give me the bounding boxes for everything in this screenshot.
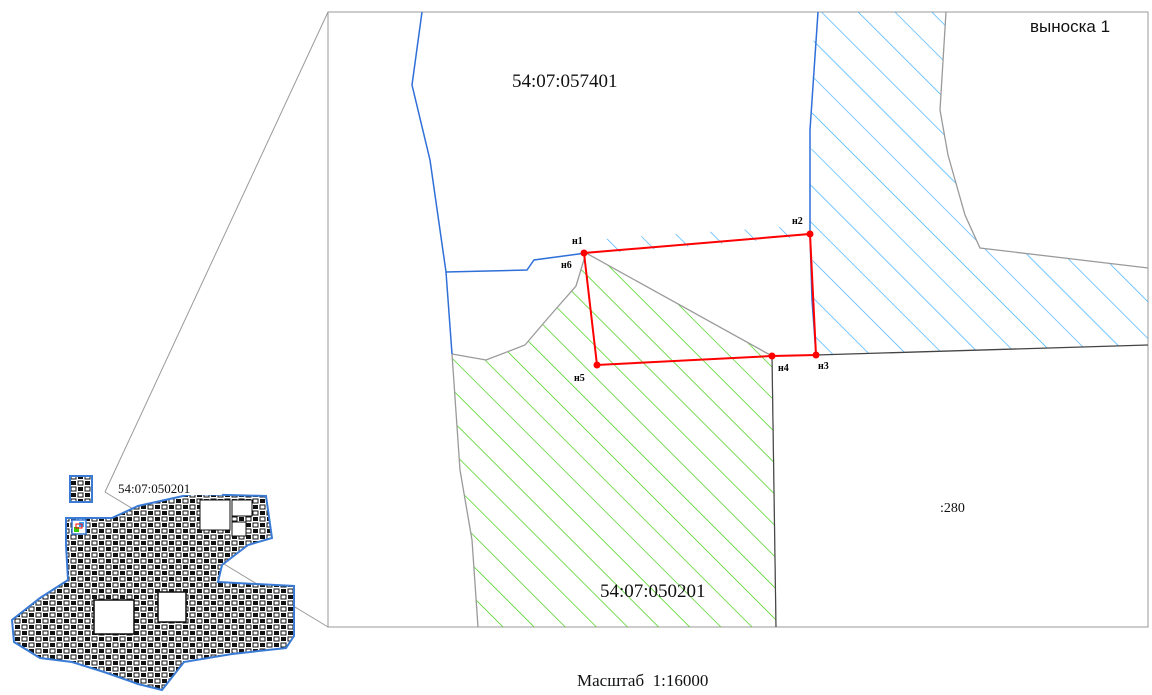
overview-label: 54:07:050201 (118, 481, 190, 496)
point-n3 (812, 351, 820, 359)
dark-boundary-south (771, 355, 777, 627)
callout-title: выноска 1 (1030, 17, 1110, 36)
dark-boundary (815, 344, 1148, 356)
label-n5: н5 (574, 373, 585, 384)
point-n2 (806, 230, 814, 238)
settlement-outline (10, 492, 295, 692)
label-n6: н6 (561, 260, 572, 271)
label-n4: н4 (778, 363, 789, 374)
point-n4 (768, 352, 776, 360)
parcel-label-east: :280 (940, 501, 965, 516)
label-n2: н2 (792, 216, 803, 227)
zone-green-hatch (452, 253, 776, 627)
point-n5 (593, 361, 601, 369)
label-n1: н1 (572, 236, 583, 247)
overview-map: 54:07:050201 (10, 475, 295, 692)
surveyed-boundary (582, 232, 818, 367)
boundary-points (580, 230, 820, 369)
callout-map: н1 н2 н3 н4 н5 н6 54:07:057401 54:07:050… (411, 12, 1148, 627)
zone-blue-hatch (590, 12, 1148, 355)
scale-text: Масштаб 1:16000 (577, 671, 708, 690)
parcel-label-south: 54:07:050201 (600, 581, 706, 602)
point-n1 (580, 249, 588, 257)
label-n3: н3 (818, 361, 829, 372)
parcel-label-north: 54:07:057401 (512, 71, 618, 92)
